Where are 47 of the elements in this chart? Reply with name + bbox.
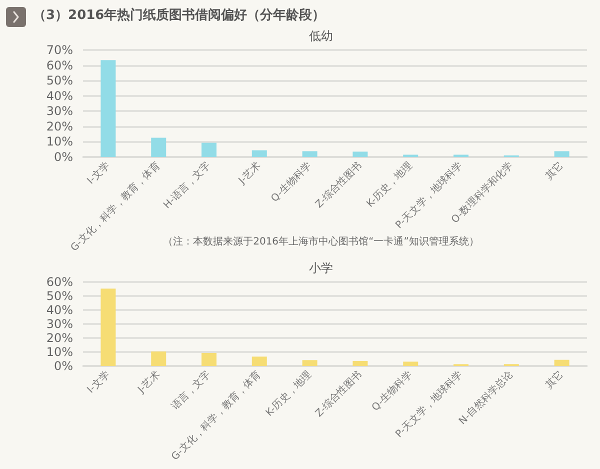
x-tick-label: I-文学: [84, 159, 112, 187]
bar: [302, 151, 318, 157]
x-tick-label: H-语言，文字: [161, 159, 213, 212]
x-tick-label: Q-生物科学: [369, 368, 414, 414]
y-tick-label: 50%: [46, 74, 73, 88]
bar: [151, 351, 166, 366]
y-tick-label: 60%: [46, 275, 73, 289]
bar: [554, 151, 570, 157]
y-tick-label: 20%: [46, 331, 73, 345]
bar: [352, 152, 368, 157]
y-tick-label: 0%: [54, 359, 73, 373]
x-tick-label: I-文学: [84, 368, 112, 396]
y-tick-label: 60%: [46, 58, 73, 72]
y-tick-label: 20%: [46, 119, 73, 134]
chart-subtitle: 低幼: [309, 29, 333, 43]
y-tick-label: 40%: [46, 303, 73, 317]
chart-title: （3）2016年热门纸质图书借阅偏好（分年龄段）: [33, 7, 326, 23]
y-tick-label: 10%: [46, 134, 73, 149]
bar: [100, 60, 116, 157]
x-tick-label: J-艺术: [236, 159, 264, 188]
bar: [554, 360, 570, 366]
x-tick-label: 其它: [543, 159, 566, 182]
bar: [352, 360, 368, 366]
x-tick-label: Z-综合性图书: [312, 368, 364, 420]
x-tick-label: Q-生物科学: [268, 159, 314, 204]
y-tick-label: 10%: [46, 345, 73, 359]
x-tick-label: 语言，文字: [169, 368, 213, 412]
y-tick-label: 30%: [46, 104, 73, 118]
y-tick-label: 30%: [46, 317, 73, 331]
x-tick-label: Z-综合性图书: [312, 159, 364, 211]
bar: [100, 288, 116, 366]
bar: [403, 362, 418, 366]
text: （注：本数据来源于2016年上海市中心图书馆“一卡通”知识管理系统）: [163, 236, 479, 248]
bar: [202, 352, 216, 366]
bar: [151, 138, 166, 157]
y-tick-label: 50%: [46, 289, 73, 303]
bar: [302, 360, 318, 366]
bar: [202, 142, 216, 157]
y-tick-label: 40%: [46, 88, 73, 103]
y-tick-label: 0%: [54, 150, 73, 164]
x-tick-label: 其它: [543, 368, 566, 392]
bar: [252, 150, 267, 157]
x-tick-label: K-历史，地理: [263, 368, 314, 419]
bar: [252, 356, 267, 366]
chart-title: 小学: [309, 261, 333, 275]
y-tick-label: 70%: [46, 43, 73, 57]
x-tick-label: J-艺术: [134, 368, 162, 396]
